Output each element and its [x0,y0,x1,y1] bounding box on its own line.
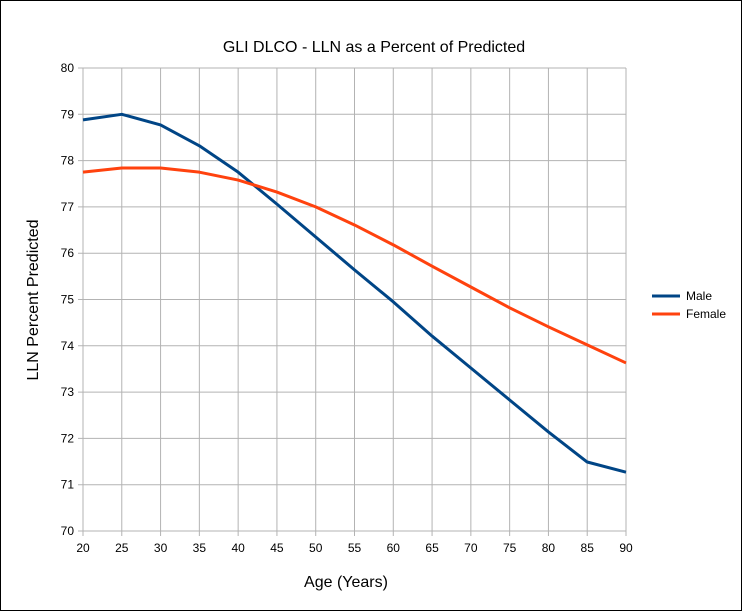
x-tick-label: 25 [115,541,129,555]
x-tick-label: 35 [193,541,207,555]
x-tick-label: 65 [425,541,439,555]
x-tick-label: 50 [309,541,323,555]
series-line-male [82,112,627,474]
y-tick-label: 79 [61,107,75,121]
chart-title: GLI DLCO - LLN as a Percent of Predicted [223,39,525,56]
y-tick-label: 70 [61,524,75,538]
x-axis-label: Age (Years) [304,574,388,591]
series-line-female [82,166,627,365]
x-tick-label: 30 [154,541,168,555]
y-tick-label: 74 [61,339,75,353]
legend-label-male: Male [686,289,712,303]
y-tick-label: 73 [61,385,75,399]
x-tick-label: 40 [231,541,245,555]
x-tick-label: 85 [581,541,595,555]
x-tick-label: 75 [503,541,517,555]
y-tick-label: 75 [61,293,75,307]
x-tick-label: 20 [76,541,90,555]
x-tick-label: 45 [270,541,284,555]
x-tick-label: 60 [387,541,401,555]
x-tick-label: 55 [348,541,362,555]
y-tick-label: 77 [61,200,75,214]
y-axis-label: LLN Percent Predicted [25,220,42,381]
y-tick-label: 76 [61,246,75,260]
x-tick-label: 80 [542,541,556,555]
x-tick-label: 70 [464,541,478,555]
y-tick-label: 71 [61,478,75,492]
y-tick-label: 78 [61,154,75,168]
x-tick-label: 90 [619,541,633,555]
y-tick-label: 72 [61,431,75,445]
legend-label-female: Female [686,307,726,321]
y-tick-label: 80 [61,61,75,75]
